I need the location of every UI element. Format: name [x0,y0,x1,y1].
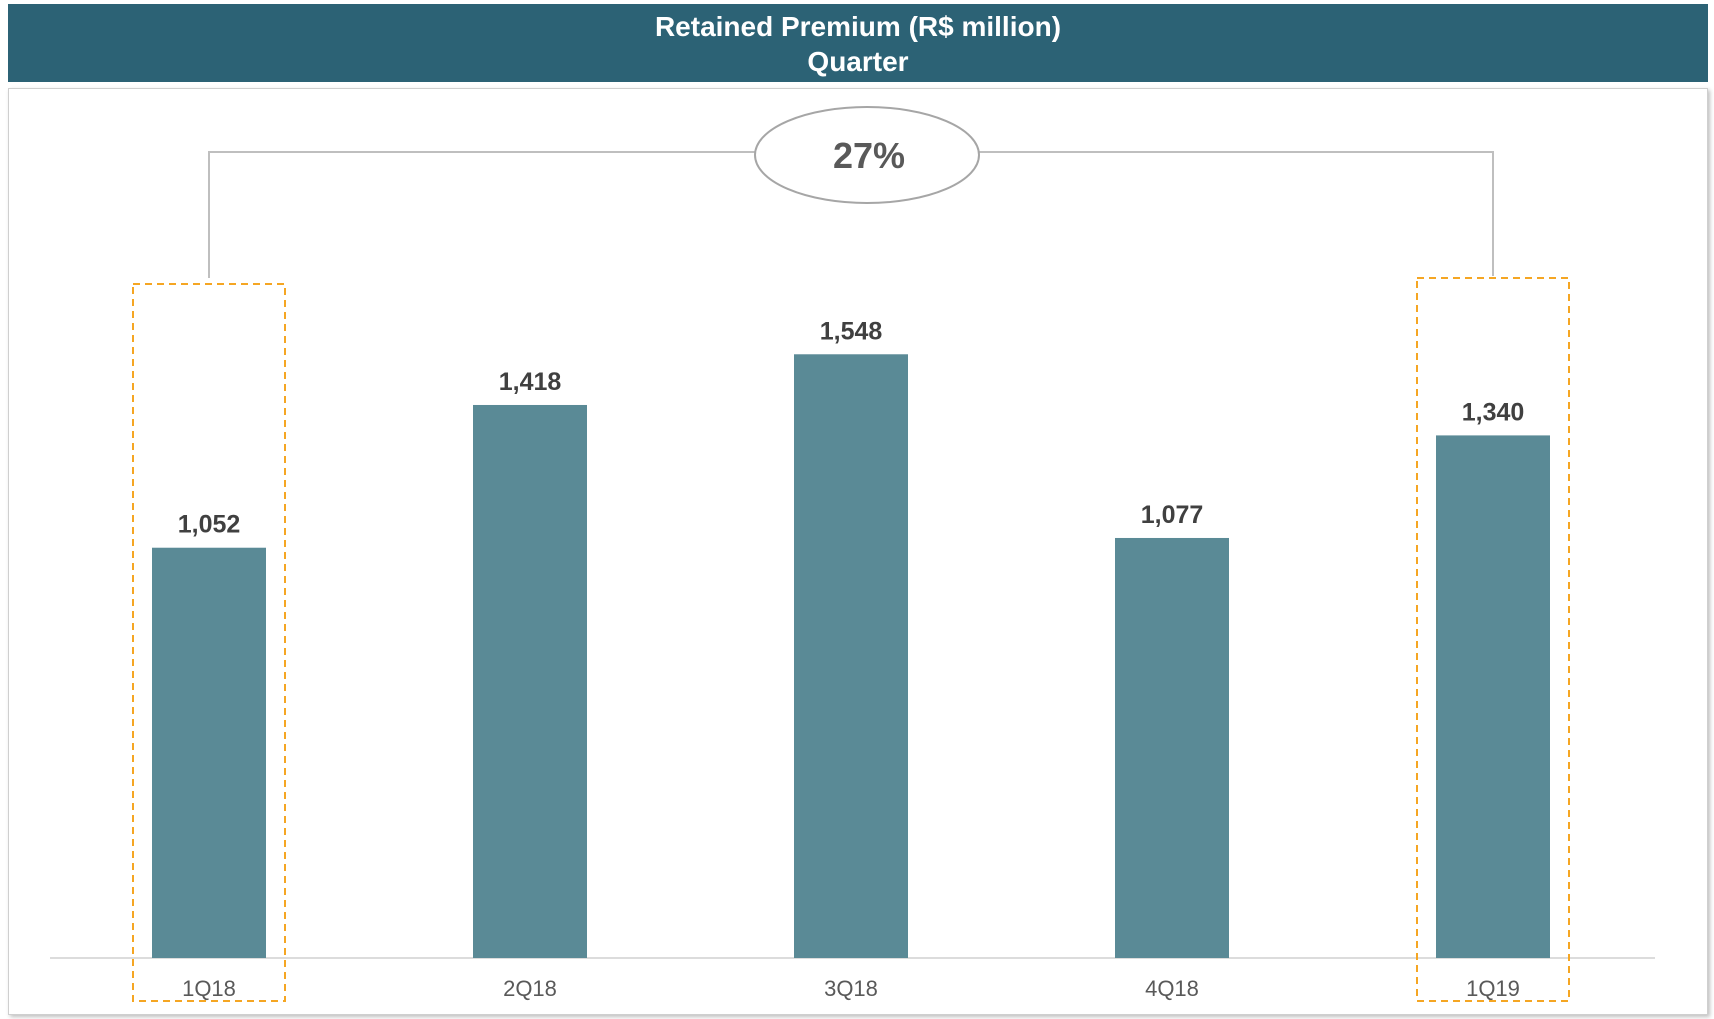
growth-connector-left [209,152,755,278]
tick-label-1Q19: 1Q19 [1466,976,1520,1001]
data-label-2Q18: 1,418 [499,368,562,396]
data-label-3Q18: 1,548 [820,317,883,345]
bar-1Q18 [152,548,266,958]
bar-1Q19 [1436,435,1550,958]
data-label-1Q18: 1,052 [178,511,241,539]
bar-2Q18 [473,405,587,958]
data-label-4Q18: 1,077 [1141,501,1204,529]
bar-3Q18 [794,354,908,958]
bar-4Q18 [1115,538,1229,958]
tick-label-2Q18: 2Q18 [503,976,557,1001]
growth-label: 27% [833,135,905,176]
tick-label-3Q18: 3Q18 [824,976,878,1001]
tick-label-4Q18: 4Q18 [1145,976,1199,1001]
data-label-1Q19: 1,340 [1462,398,1525,426]
growth-connector-right [979,152,1493,276]
tick-label-1Q18: 1Q18 [182,976,236,1001]
